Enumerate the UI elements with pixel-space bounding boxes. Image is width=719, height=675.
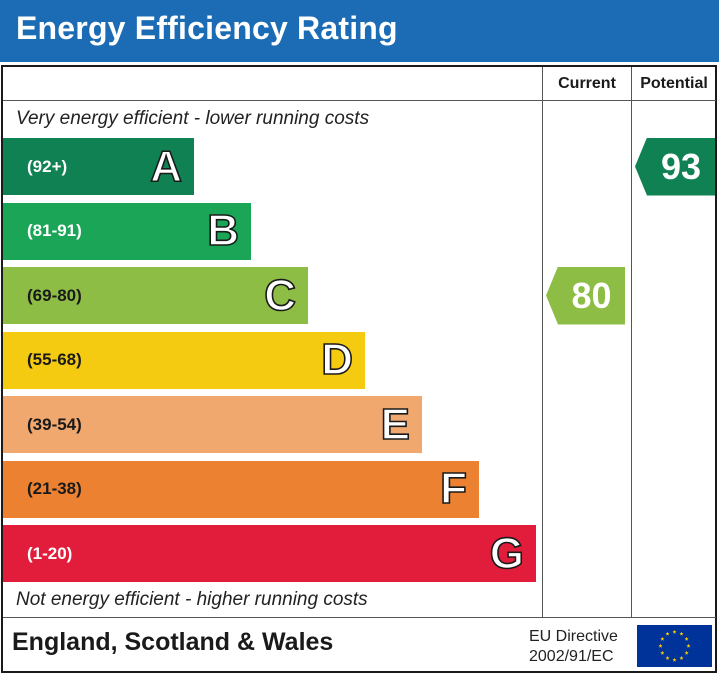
- band-range-label: (21-38): [27, 479, 82, 498]
- eu-star-icon: [665, 655, 670, 660]
- current-rating-value: 80: [571, 274, 612, 316]
- band-range-label: (81-91): [27, 221, 82, 240]
- eu-flag-icon: [637, 625, 712, 667]
- band-letter: F: [439, 464, 467, 513]
- band-range-label: (1-20): [27, 543, 73, 563]
- header-divider: [3, 100, 716, 101]
- header-bar: Energy Efficiency Rating: [0, 0, 719, 62]
- footer-divider: [3, 617, 716, 618]
- current-column-divider: [542, 67, 543, 617]
- band-f: (21-38) F: [3, 460, 479, 518]
- band-c: (69-80) C: [3, 267, 308, 324]
- band-range-label: (92+): [27, 156, 68, 176]
- eu-star-icon: [684, 636, 689, 641]
- band-d: (55-68) D: [3, 331, 365, 389]
- band-letter: B: [206, 206, 239, 255]
- page-title: Energy Efficiency Rating: [16, 10, 398, 46]
- current-rating-arrow: 80: [546, 266, 625, 325]
- eu-star-icon: [672, 629, 677, 634]
- eu-star-icon: [660, 636, 665, 641]
- current-column-header: Current: [558, 75, 616, 92]
- band-g: (1-20) G: [3, 525, 536, 582]
- eu-star-icon: [665, 631, 670, 636]
- eu-star-icon: [679, 631, 684, 636]
- region-label: England, Scotland & Wales: [12, 628, 334, 656]
- eu-star-icon: [672, 657, 677, 662]
- top-note: Very energy efficient - lower running co…: [16, 108, 370, 129]
- eu-directive-line1: EU Directive: [529, 628, 618, 645]
- rating-table: [1, 65, 717, 673]
- potential-rating-value: 93: [660, 145, 702, 187]
- band-a: (92+) A: [3, 138, 194, 195]
- eu-star-icon: [679, 655, 684, 660]
- band-letter: E: [380, 399, 411, 449]
- band-letter: A: [149, 141, 182, 191]
- bottom-note: Not energy efficient - higher running co…: [16, 589, 368, 610]
- potential-rating-arrow: 93: [635, 137, 715, 196]
- band-letter: D: [320, 335, 353, 384]
- eu-star-icon: [686, 643, 691, 648]
- eu-star-icon: [660, 650, 665, 655]
- eu-star-icon: [658, 643, 663, 648]
- band-letter: G: [489, 528, 525, 578]
- band-range-label: (39-54): [27, 414, 82, 434]
- band-e: (39-54) E: [3, 396, 422, 453]
- eu-star-icon: [684, 650, 689, 655]
- band-letter: C: [263, 270, 296, 320]
- potential-column-divider: [631, 67, 632, 617]
- eu-directive: EU Directive 2002/91/EC: [529, 627, 618, 667]
- band-range-label: (69-80): [27, 285, 82, 305]
- eu-directive-line2: 2002/91/EC: [529, 648, 614, 665]
- band-range-label: (55-68): [27, 350, 82, 369]
- band-b: (81-91) B: [3, 202, 251, 260]
- potential-column-header: Potential: [640, 75, 708, 92]
